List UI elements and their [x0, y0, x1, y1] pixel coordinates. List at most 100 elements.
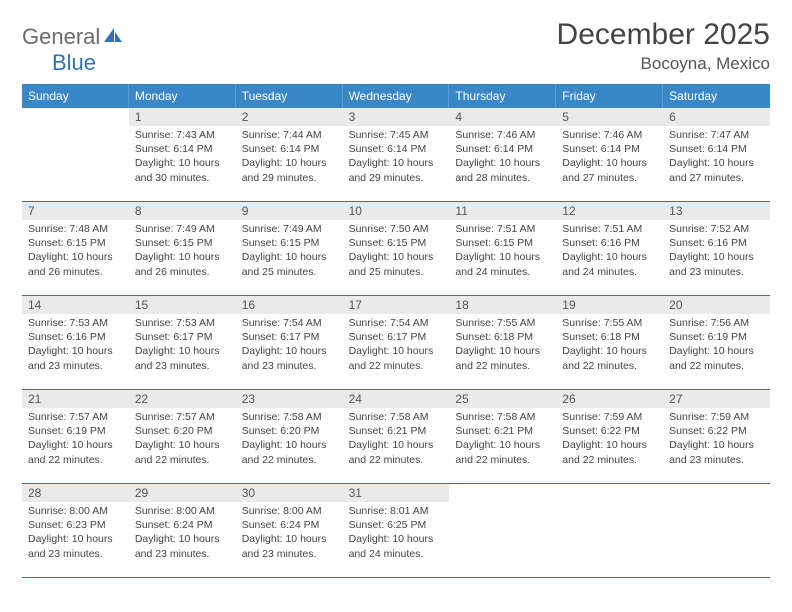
- day-number: 16: [236, 296, 343, 314]
- day-details: Sunrise: 7:59 AMSunset: 6:22 PMDaylight:…: [556, 408, 663, 469]
- day-cell: 30Sunrise: 8:00 AMSunset: 6:24 PMDayligh…: [236, 484, 343, 578]
- empty-cell: [556, 484, 663, 578]
- day-details: Sunrise: 8:00 AMSunset: 6:24 PMDaylight:…: [129, 502, 236, 563]
- day-cell: 1Sunrise: 7:43 AMSunset: 6:14 PMDaylight…: [129, 108, 236, 202]
- day-details: Sunrise: 7:58 AMSunset: 6:20 PMDaylight:…: [236, 408, 343, 469]
- weekday-saturday: Saturday: [663, 84, 770, 108]
- weekday-monday: Monday: [129, 84, 236, 108]
- day-details: Sunrise: 7:51 AMSunset: 6:16 PMDaylight:…: [556, 220, 663, 281]
- day-number: 19: [556, 296, 663, 314]
- day-number: 8: [129, 202, 236, 220]
- day-number: 21: [22, 390, 129, 408]
- day-cell: 2Sunrise: 7:44 AMSunset: 6:14 PMDaylight…: [236, 108, 343, 202]
- day-details: Sunrise: 7:57 AMSunset: 6:20 PMDaylight:…: [129, 408, 236, 469]
- day-details: Sunrise: 7:50 AMSunset: 6:15 PMDaylight:…: [343, 220, 450, 281]
- day-number: 5: [556, 108, 663, 126]
- day-cell: 22Sunrise: 7:57 AMSunset: 6:20 PMDayligh…: [129, 390, 236, 484]
- day-cell: 31Sunrise: 8:01 AMSunset: 6:25 PMDayligh…: [343, 484, 450, 578]
- day-number: 28: [22, 484, 129, 502]
- day-cell: 26Sunrise: 7:59 AMSunset: 6:22 PMDayligh…: [556, 390, 663, 484]
- day-details: Sunrise: 7:52 AMSunset: 6:16 PMDaylight:…: [663, 220, 770, 281]
- day-details: Sunrise: 7:54 AMSunset: 6:17 PMDaylight:…: [343, 314, 450, 375]
- day-cell: 12Sunrise: 7:51 AMSunset: 6:16 PMDayligh…: [556, 202, 663, 296]
- weekday-sunday: Sunday: [22, 84, 129, 108]
- day-details: Sunrise: 7:49 AMSunset: 6:15 PMDaylight:…: [236, 220, 343, 281]
- weekday-tuesday: Tuesday: [236, 84, 343, 108]
- day-cell: 4Sunrise: 7:46 AMSunset: 6:14 PMDaylight…: [449, 108, 556, 202]
- day-details: Sunrise: 7:58 AMSunset: 6:21 PMDaylight:…: [449, 408, 556, 469]
- day-number: 2: [236, 108, 343, 126]
- day-number: 31: [343, 484, 450, 502]
- day-cell: 29Sunrise: 8:00 AMSunset: 6:24 PMDayligh…: [129, 484, 236, 578]
- header: General Blue December 2025 Bocoyna, Mexi…: [22, 18, 770, 76]
- weekday-thursday: Thursday: [449, 84, 556, 108]
- day-cell: 21Sunrise: 7:57 AMSunset: 6:19 PMDayligh…: [22, 390, 129, 484]
- day-details: Sunrise: 7:55 AMSunset: 6:18 PMDaylight:…: [449, 314, 556, 375]
- day-details: Sunrise: 7:53 AMSunset: 6:16 PMDaylight:…: [22, 314, 129, 375]
- day-details: Sunrise: 7:46 AMSunset: 6:14 PMDaylight:…: [449, 126, 556, 187]
- day-number: 14: [22, 296, 129, 314]
- day-cell: 27Sunrise: 7:59 AMSunset: 6:22 PMDayligh…: [663, 390, 770, 484]
- weekday-wednesday: Wednesday: [343, 84, 450, 108]
- day-number: 20: [663, 296, 770, 314]
- day-cell: 5Sunrise: 7:46 AMSunset: 6:14 PMDaylight…: [556, 108, 663, 202]
- day-details: Sunrise: 7:45 AMSunset: 6:14 PMDaylight:…: [343, 126, 450, 187]
- day-details: Sunrise: 8:01 AMSunset: 6:25 PMDaylight:…: [343, 502, 450, 563]
- logo-word-1: General: [22, 24, 100, 49]
- day-details: Sunrise: 7:46 AMSunset: 6:14 PMDaylight:…: [556, 126, 663, 187]
- day-cell: 15Sunrise: 7:53 AMSunset: 6:17 PMDayligh…: [129, 296, 236, 390]
- day-number: 1: [129, 108, 236, 126]
- day-number: 11: [449, 202, 556, 220]
- day-cell: 17Sunrise: 7:54 AMSunset: 6:17 PMDayligh…: [343, 296, 450, 390]
- day-details: Sunrise: 7:54 AMSunset: 6:17 PMDaylight:…: [236, 314, 343, 375]
- day-cell: 24Sunrise: 7:58 AMSunset: 6:21 PMDayligh…: [343, 390, 450, 484]
- calendar-grid: 1Sunrise: 7:43 AMSunset: 6:14 PMDaylight…: [22, 108, 770, 578]
- day-cell: 3Sunrise: 7:45 AMSunset: 6:14 PMDaylight…: [343, 108, 450, 202]
- day-cell: 23Sunrise: 7:58 AMSunset: 6:20 PMDayligh…: [236, 390, 343, 484]
- day-number: 24: [343, 390, 450, 408]
- day-cell: 25Sunrise: 7:58 AMSunset: 6:21 PMDayligh…: [449, 390, 556, 484]
- day-cell: 18Sunrise: 7:55 AMSunset: 6:18 PMDayligh…: [449, 296, 556, 390]
- day-cell: 10Sunrise: 7:50 AMSunset: 6:15 PMDayligh…: [343, 202, 450, 296]
- day-details: Sunrise: 7:48 AMSunset: 6:15 PMDaylight:…: [22, 220, 129, 281]
- day-number: 17: [343, 296, 450, 314]
- day-cell: 11Sunrise: 7:51 AMSunset: 6:15 PMDayligh…: [449, 202, 556, 296]
- day-details: Sunrise: 7:49 AMSunset: 6:15 PMDaylight:…: [129, 220, 236, 281]
- day-number: 9: [236, 202, 343, 220]
- day-details: Sunrise: 7:57 AMSunset: 6:19 PMDaylight:…: [22, 408, 129, 469]
- day-cell: 19Sunrise: 7:55 AMSunset: 6:18 PMDayligh…: [556, 296, 663, 390]
- day-number: 18: [449, 296, 556, 314]
- day-details: Sunrise: 8:00 AMSunset: 6:24 PMDaylight:…: [236, 502, 343, 563]
- weekday-friday: Friday: [556, 84, 663, 108]
- page-title: December 2025: [557, 18, 770, 52]
- empty-cell: [663, 484, 770, 578]
- day-number: 23: [236, 390, 343, 408]
- day-number: 7: [22, 202, 129, 220]
- day-details: Sunrise: 7:58 AMSunset: 6:21 PMDaylight:…: [343, 408, 450, 469]
- day-number: 29: [129, 484, 236, 502]
- day-details: Sunrise: 7:53 AMSunset: 6:17 PMDaylight:…: [129, 314, 236, 375]
- title-block: December 2025 Bocoyna, Mexico: [557, 18, 770, 74]
- day-cell: 20Sunrise: 7:56 AMSunset: 6:19 PMDayligh…: [663, 296, 770, 390]
- day-number: 4: [449, 108, 556, 126]
- logo: General Blue: [22, 24, 124, 76]
- location: Bocoyna, Mexico: [557, 54, 770, 74]
- day-number: 27: [663, 390, 770, 408]
- day-number: 25: [449, 390, 556, 408]
- day-number: 26: [556, 390, 663, 408]
- logo-word-2: Blue: [52, 50, 96, 75]
- day-details: Sunrise: 7:43 AMSunset: 6:14 PMDaylight:…: [129, 126, 236, 187]
- day-cell: 6Sunrise: 7:47 AMSunset: 6:14 PMDaylight…: [663, 108, 770, 202]
- day-number: 22: [129, 390, 236, 408]
- empty-cell: [449, 484, 556, 578]
- day-number: 10: [343, 202, 450, 220]
- day-cell: 14Sunrise: 7:53 AMSunset: 6:16 PMDayligh…: [22, 296, 129, 390]
- day-details: Sunrise: 8:00 AMSunset: 6:23 PMDaylight:…: [22, 502, 129, 563]
- day-details: Sunrise: 7:51 AMSunset: 6:15 PMDaylight:…: [449, 220, 556, 281]
- day-number: 30: [236, 484, 343, 502]
- sail-icon: [102, 24, 124, 50]
- day-cell: 9Sunrise: 7:49 AMSunset: 6:15 PMDaylight…: [236, 202, 343, 296]
- day-number: 3: [343, 108, 450, 126]
- day-cell: 8Sunrise: 7:49 AMSunset: 6:15 PMDaylight…: [129, 202, 236, 296]
- day-number: 13: [663, 202, 770, 220]
